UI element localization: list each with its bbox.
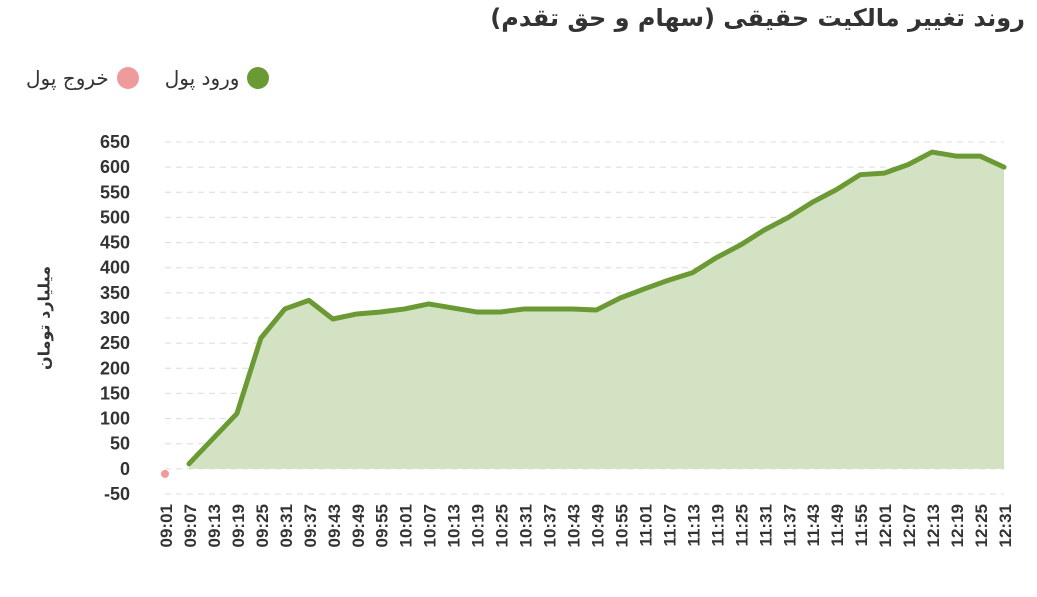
y-tick-label: 50	[110, 434, 130, 454]
x-tick-label: 09:43	[325, 504, 344, 547]
x-tick-label: 10:37	[541, 504, 560, 547]
x-tick-label: 11:19	[708, 504, 727, 547]
y-tick-label: 600	[100, 157, 130, 177]
x-tick-label: 09:37	[301, 504, 320, 547]
legend-item-outflow[interactable]: خروج پول	[26, 66, 139, 90]
y-axis-ticks: -50 0 50 100 150 200 250 300 350 400 450 500 550 600 6…	[100, 132, 130, 504]
y-tick-label: -50	[104, 484, 130, 504]
x-tick-label: 09:01	[157, 504, 176, 547]
y-tick-label: 200	[100, 358, 130, 378]
y-tick-label: 250	[100, 333, 130, 353]
x-tick-label: 09:55	[373, 504, 392, 547]
y-tick-label: 500	[100, 207, 130, 227]
x-tick-label: 11:31	[756, 504, 775, 547]
x-tick-label: 10:13	[445, 504, 464, 547]
x-tick-label: 12:19	[948, 504, 967, 547]
x-tick-label: 12:01	[876, 504, 895, 547]
series-line-inflow	[186, 149, 1007, 467]
y-tick-label: 150	[100, 383, 130, 403]
x-tick-label: 12:25	[972, 504, 991, 547]
chart-title: روند تغییر مالکیت حقیقی (سهام و حق تقدم)	[490, 4, 1025, 32]
y-tick-label: 100	[100, 409, 130, 429]
x-tick-label: 09:19	[229, 504, 248, 547]
x-tick-label: 12:13	[924, 504, 943, 547]
x-tick-label: 09:07	[181, 504, 200, 547]
y-tick-label: 0	[120, 459, 130, 479]
x-tick-label: 10:01	[397, 504, 416, 547]
x-axis-ticks: 09:01 09:07 09:13 09:19 09:25 09:31 09:37 09:43…	[157, 504, 1015, 547]
x-tick-label: 10:07	[421, 504, 440, 547]
legend-item-inflow[interactable]: ورود پول	[165, 66, 270, 90]
y-tick-label: 650	[100, 132, 130, 152]
series-point-outflow	[161, 469, 169, 478]
x-tick-label: 10:43	[565, 504, 584, 547]
x-tick-label: 11:25	[732, 504, 751, 547]
y-tick-label: 550	[100, 182, 130, 202]
legend-label-inflow: ورود پول	[164, 66, 240, 90]
x-tick-label: 12:31	[996, 504, 1015, 547]
y-tick-label: 450	[100, 233, 130, 253]
y-tick-label: 400	[100, 258, 130, 278]
x-tick-label: 10:25	[493, 504, 512, 547]
x-tick-label: 11:43	[804, 504, 823, 547]
x-tick-label: 11:55	[852, 504, 871, 547]
x-tick-label: 10:19	[469, 504, 488, 547]
legend-marker-outflow	[116, 67, 139, 89]
y-tick-label: 300	[100, 308, 130, 328]
x-tick-label: 11:07	[660, 504, 679, 547]
y-tick-label: 350	[100, 283, 130, 303]
series-layer	[161, 149, 1007, 478]
x-tick-label: 09:31	[277, 504, 296, 547]
x-tick-label: 11:01	[636, 504, 655, 547]
x-tick-label: 10:49	[588, 504, 607, 547]
x-tick-label: 10:31	[517, 504, 536, 547]
x-tick-label: 12:07	[900, 504, 919, 547]
x-tick-label: 11:37	[780, 504, 799, 547]
x-tick-label: 11:13	[684, 504, 703, 547]
chart-legend: خروج پول ورود پول	[26, 66, 270, 90]
legend-marker-inflow	[247, 67, 270, 89]
legend-label-outflow: خروج پول	[26, 66, 109, 90]
x-tick-label: 10:55	[612, 504, 631, 547]
x-tick-label: 09:25	[253, 504, 272, 547]
x-tick-label: 11:49	[828, 504, 847, 547]
x-tick-label: 09:49	[349, 504, 368, 547]
x-tick-label: 09:13	[205, 504, 224, 547]
